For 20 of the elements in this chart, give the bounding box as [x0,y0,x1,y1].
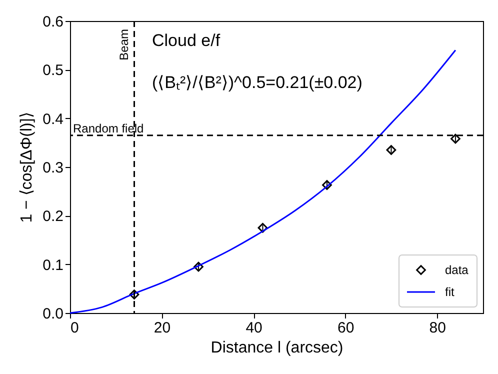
legend-label: fit [445,285,455,299]
x-tick-label: 20 [154,320,171,336]
x-tick-label: 40 [246,320,262,336]
x-axis-title: Distance l (arcsec) [210,340,344,356]
y-tick-label: 0.4 [42,110,64,128]
legend-label: data [445,263,469,277]
y-tick-label: 0.5 [42,62,64,80]
annotation: Cloud e/f [152,31,220,50]
x-tick-label: 60 [337,320,354,336]
y-axis-title: 1 − ⟨cos[ΔΦ(l)]⟩ [18,112,36,223]
x-tick-label: 80 [429,320,446,336]
y-tick-label: 0.0 [42,306,64,322]
y-tick-label: 0.1 [42,256,64,274]
y-tick-label: 0.6 [42,14,64,30]
x-tick-label: 0 [70,320,79,336]
ref-line-label: Random field [73,121,144,136]
ref-line-label: Beam [117,29,132,60]
y-tick-label: 0.3 [42,160,64,176]
y-tick-label: 0.2 [42,208,64,226]
annotation: (⟨Bₜ²⟩/⟨B²⟩)^0.5=0.21(±0.02) [152,73,362,92]
